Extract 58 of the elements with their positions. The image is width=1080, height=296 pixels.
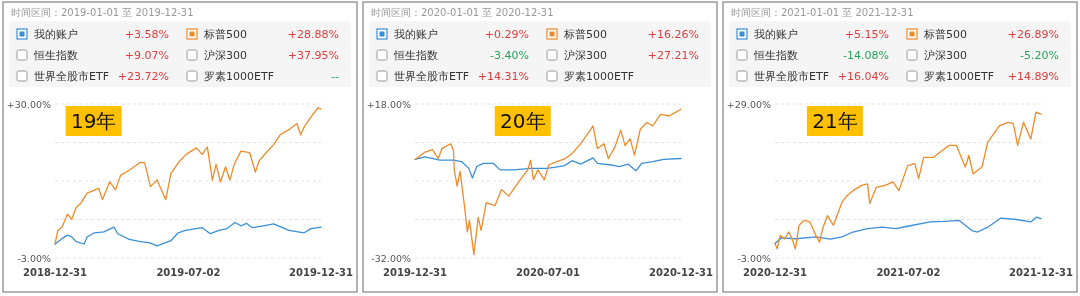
text: -3.40%: [490, 49, 529, 62]
x-tick-label: 2019-07-02: [156, 267, 221, 278]
text: +14.31%: [477, 70, 529, 83]
badge: 19年: [65, 106, 122, 136]
text: 罗素1000ETF: [564, 70, 634, 83]
text: 时间区间：2020-01-01 至 2020-12-31: [371, 7, 554, 18]
text: +23.72%: [117, 70, 169, 83]
x-tick-label: 2020-12-31: [743, 267, 808, 278]
text: -5.20%: [1020, 49, 1059, 62]
annotation: 21年: [812, 109, 858, 133]
legend-label: 我的账户: [394, 28, 438, 41]
legend-label: 我的账户: [754, 28, 798, 41]
y-tick-label: -3.00%: [17, 252, 51, 264]
text: 沪深300: [924, 49, 967, 62]
text: +14.89%: [1007, 70, 1059, 83]
text: +0.29%: [484, 28, 529, 41]
text: 世界全股市ETF: [34, 70, 109, 83]
x-tick-label: 2020-07-01: [516, 267, 581, 278]
text: 沪深300: [204, 49, 247, 62]
text: +27.21%: [647, 49, 699, 62]
x-tick-label: 2021-07-02: [876, 267, 941, 278]
text: +16.04%: [837, 70, 889, 83]
text: +26.89%: [1007, 28, 1059, 41]
text: +37.95%: [287, 49, 339, 62]
badge: 21年: [806, 106, 863, 136]
text: +3.58%: [124, 28, 169, 41]
text: +5.15%: [844, 28, 889, 41]
legend-label: 我的账户: [34, 28, 78, 41]
legend-label: 标普500: [563, 28, 607, 41]
y-tick-label: +29.00%: [726, 98, 771, 110]
y-tick-label: -32.00%: [371, 252, 411, 264]
legend-label: 标普500: [203, 28, 247, 41]
x-tick-label: 2019-12-31: [289, 267, 354, 278]
legend-label: 标普500: [923, 28, 967, 41]
text: 时间区间：2019-01-01 至 2019-12-31: [11, 7, 194, 18]
text: -14.08%: [843, 49, 889, 62]
text: 罗素1000ETF: [204, 70, 274, 83]
text: 时间区间：2021-01-01 至 2021-12-31: [731, 7, 914, 18]
text: 恒生指数: [34, 49, 78, 62]
text: +9.07%: [124, 49, 169, 62]
x-tick-label: 2020-12-31: [649, 267, 714, 278]
text: 恒生指数: [754, 49, 798, 62]
y-tick-label: +18.00%: [366, 98, 411, 110]
x-tick-label: 2019-12-31: [383, 267, 448, 278]
x-tick-label: 2021-12-31: [1009, 267, 1074, 278]
text: 沪深300: [564, 49, 607, 62]
text: +28.88%: [287, 28, 339, 41]
text: +16.26%: [647, 28, 699, 41]
y-tick-label: +30.00%: [6, 98, 51, 110]
y-tick-label: -3.00%: [737, 252, 771, 264]
x-tick-label: 2018-12-31: [23, 267, 88, 278]
text: --: [331, 70, 339, 83]
text: 世界全股市ETF: [394, 70, 469, 83]
text: 世界全股市ETF: [754, 70, 829, 83]
annotation: 20年: [500, 109, 546, 133]
text: 罗素1000ETF: [924, 70, 994, 83]
badge: 20年: [494, 106, 551, 136]
text: 恒生指数: [394, 49, 438, 62]
